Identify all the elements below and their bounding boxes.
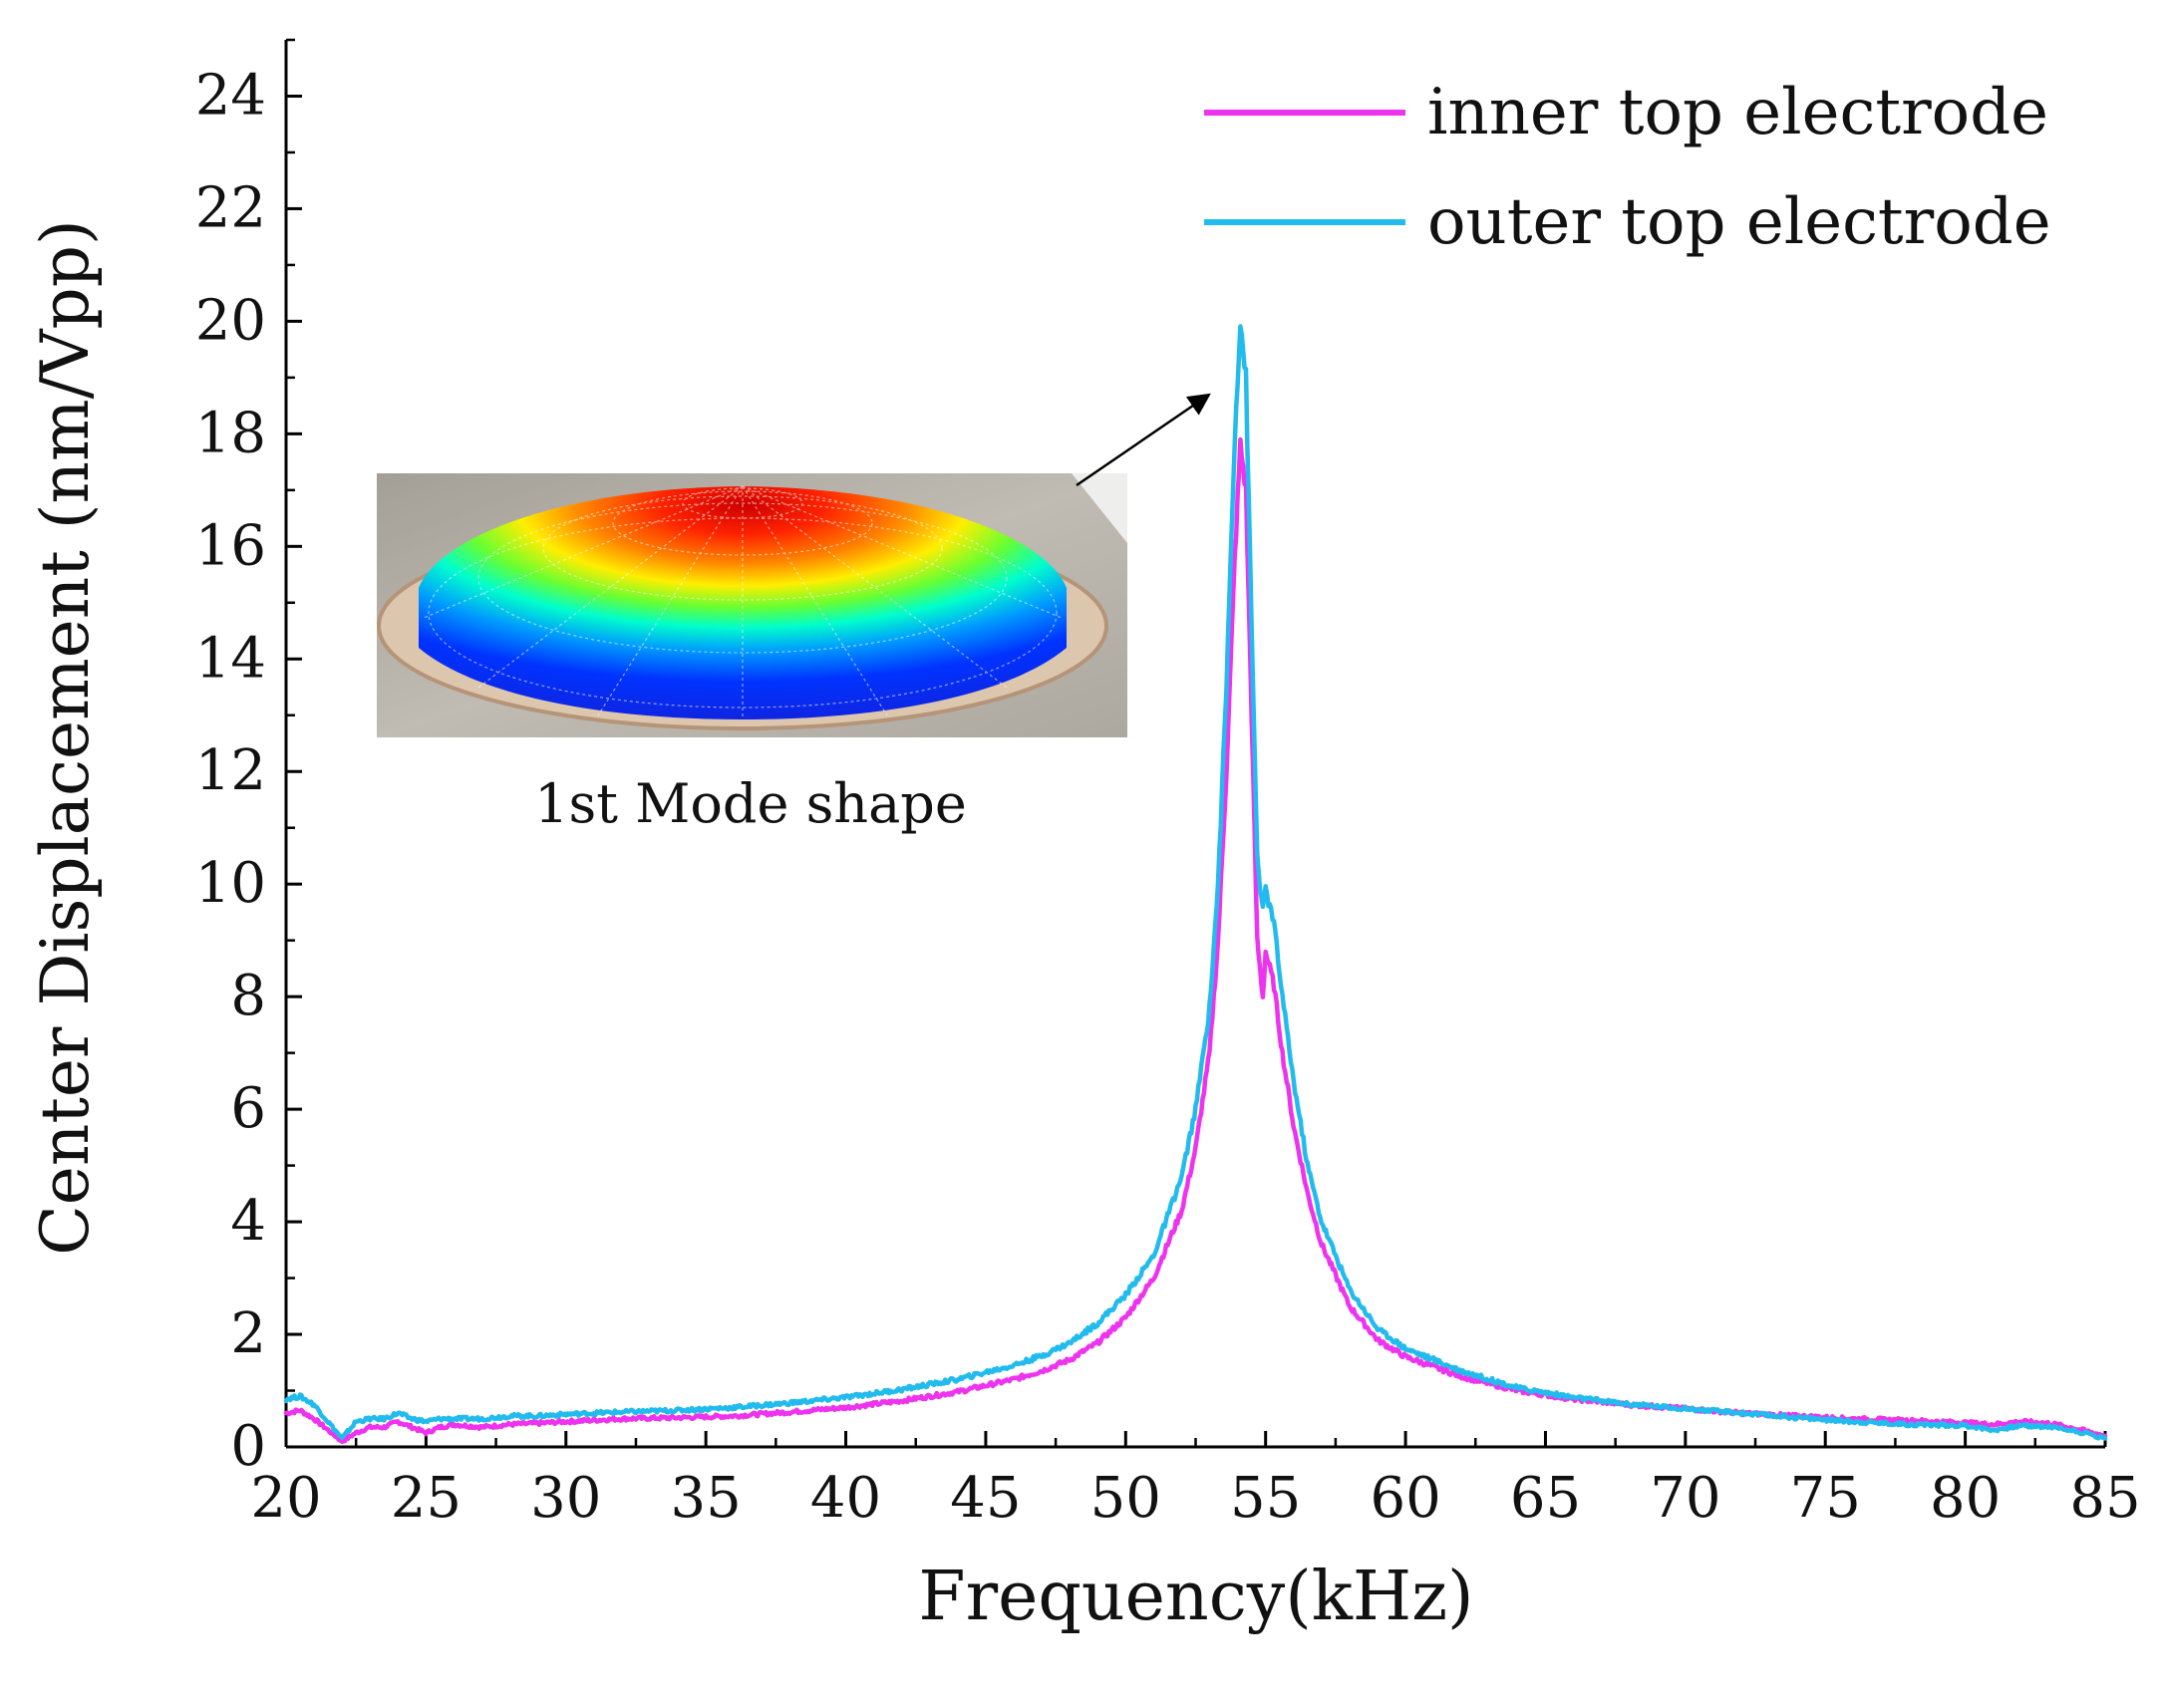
- y-tick-label: 24: [195, 63, 266, 128]
- x-tick-label: 70: [1650, 1466, 1720, 1531]
- y-tick-label: 4: [230, 1189, 266, 1254]
- y-tick-label: 20: [195, 288, 266, 353]
- y-tick-label: 12: [195, 738, 266, 803]
- legend-label-inner: inner top electrode: [1427, 76, 2048, 149]
- mode-shape-inset: 1st Mode shape: [377, 473, 1127, 835]
- x-tick-label: 80: [1930, 1466, 2001, 1531]
- x-tick-label: 75: [1790, 1466, 1861, 1531]
- series-line-outer: [283, 324, 2108, 1441]
- series-group: [283, 324, 2108, 1445]
- legend-label-outer: outer top electrode: [1427, 185, 2051, 259]
- x-tick-label: 45: [950, 1466, 1021, 1531]
- y-tick-label: 6: [230, 1076, 266, 1141]
- x-tick-label: 65: [1510, 1466, 1581, 1531]
- x-tick-label: 25: [391, 1466, 462, 1531]
- y-tick-label: 16: [195, 513, 266, 578]
- x-ticks: 20 25 30 35 40 45 50 55 60 65 70 75 80 85: [250, 1431, 2141, 1531]
- y-tick-label: 14: [195, 626, 266, 691]
- x-tick-label: 35: [671, 1466, 742, 1531]
- x-tick-label: 55: [1230, 1466, 1301, 1531]
- y-tick-label: 8: [230, 964, 266, 1028]
- x-tick-label: 50: [1090, 1466, 1161, 1531]
- x-tick-label: 85: [2069, 1466, 2140, 1531]
- y-tick-label: 10: [195, 851, 266, 916]
- dome-mesh-lines: [423, 485, 1063, 719]
- y-tick-label: 2: [230, 1301, 266, 1366]
- inset-caption: 1st Mode shape: [534, 772, 967, 835]
- x-tick-label: 40: [810, 1466, 881, 1531]
- y-tick-label: 0: [230, 1414, 266, 1479]
- annotation-arrow: [1076, 393, 1211, 487]
- x-axis-label: Frequency(kHz): [918, 1558, 1473, 1636]
- legend: inner top electrode outer top electrode: [1204, 76, 2051, 259]
- y-tick-label: 22: [195, 175, 266, 240]
- x-tick-label: 30: [530, 1466, 601, 1531]
- x-tick-label: 60: [1370, 1466, 1440, 1531]
- y-axis-label: Center Displacement (nm/Vpp): [27, 219, 104, 1255]
- y-tick-label: 18: [195, 401, 266, 465]
- x-tick-label: 20: [250, 1466, 321, 1531]
